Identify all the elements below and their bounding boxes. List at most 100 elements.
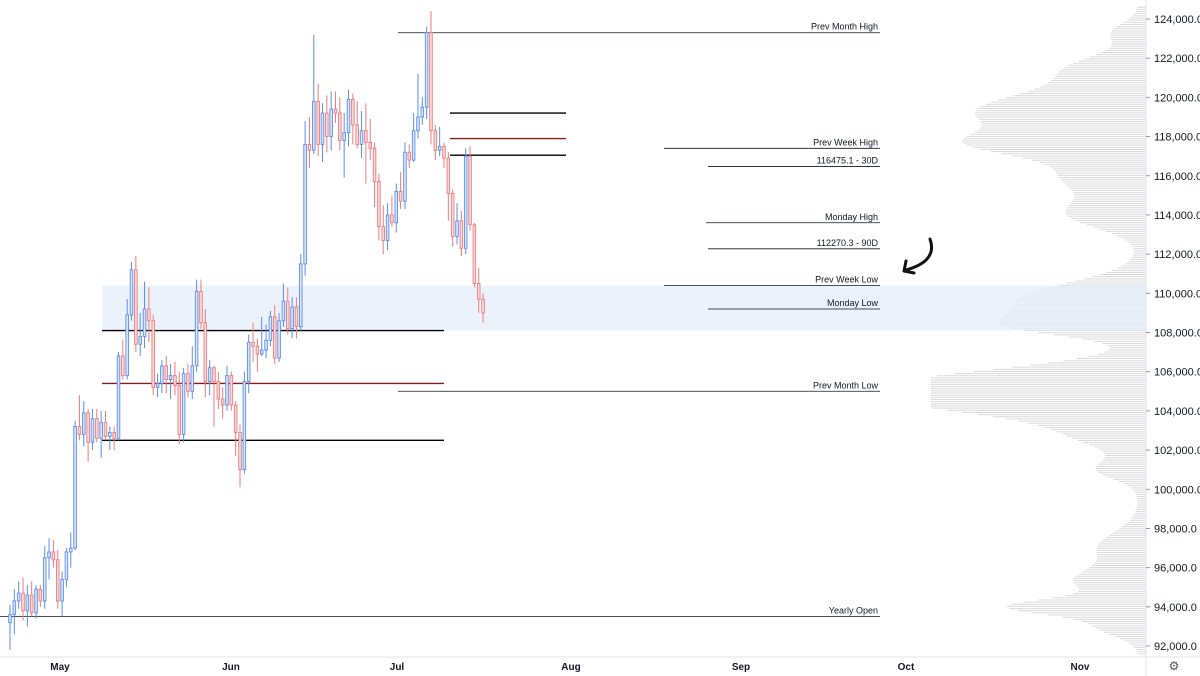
settings-gear-icon[interactable]: ⚙ [1168, 659, 1180, 673]
candle [450, 189, 455, 247]
candle-body [95, 418, 99, 439]
time-tick-label: Oct [898, 662, 915, 673]
candle-body [73, 426, 77, 549]
candle [21, 577, 25, 621]
candle-body [238, 431, 242, 471]
price-tick-label: 116,000.0 [1154, 171, 1200, 183]
candle-body [307, 143, 312, 151]
candle-body [25, 594, 30, 612]
candle-body [390, 214, 394, 224]
level-label: 112270.3 - 90D [817, 238, 879, 248]
candle [437, 126, 442, 157]
candle-body [99, 422, 103, 439]
candle [108, 426, 112, 451]
time-tick-label: Aug [561, 662, 580, 673]
candle-body [229, 375, 234, 406]
candle [390, 195, 394, 227]
candle [442, 142, 446, 168]
candle-body [251, 341, 255, 347]
candle [290, 297, 294, 339]
candle [342, 113, 346, 178]
candles [8, 11, 485, 650]
candle-body [398, 190, 403, 202]
candle-body [108, 431, 112, 437]
price-tick-label: 104,000.0 [1154, 406, 1200, 418]
candle [173, 361, 177, 396]
candle-body [368, 141, 372, 149]
candle [359, 111, 364, 159]
candle [403, 142, 407, 210]
candle [329, 91, 333, 151]
candle [16, 581, 21, 609]
price-tick-label: 112,000.0 [1154, 249, 1200, 261]
candle [368, 118, 372, 161]
time-tick-label: Nov [1071, 662, 1090, 673]
candle [134, 256, 138, 353]
candle [351, 93, 355, 145]
candle [303, 120, 307, 276]
candle-body [476, 283, 481, 300]
candle [338, 97, 342, 151]
candle [95, 408, 99, 443]
candle [346, 89, 351, 147]
candle [385, 203, 390, 251]
candle [25, 585, 30, 627]
level-label: Prev Month High [811, 22, 878, 32]
candle [420, 97, 425, 125]
volume-profile [931, 6, 1146, 655]
price-axis[interactable]: 124,000.0 122,000.0 120,000.0 118,000.0 116,… [1145, 0, 1200, 676]
candle [281, 283, 286, 327]
candle [8, 604, 12, 650]
candle-body [411, 130, 416, 161]
candle [286, 287, 290, 335]
candle-body [424, 32, 429, 108]
candle-body [407, 151, 412, 161]
candle [446, 152, 451, 221]
price-tick-label: 98,000.0 [1154, 523, 1197, 535]
candle [225, 365, 229, 411]
candle [47, 538, 51, 580]
candle [320, 103, 325, 163]
candle [203, 308, 208, 398]
candle-body [346, 98, 351, 134]
candle [424, 26, 429, 119]
candle-body [351, 98, 355, 126]
candle-body [38, 588, 43, 602]
candle [411, 113, 416, 163]
candle-body [77, 426, 82, 435]
price-tick-label: 108,000.0 [1154, 328, 1200, 340]
candle-body [385, 214, 390, 241]
candle-body [82, 412, 86, 435]
candle-body [142, 308, 147, 337]
candle [312, 34, 316, 155]
candle-body [199, 290, 203, 324]
candle [372, 142, 377, 208]
candle [299, 254, 303, 331]
candle-body [433, 130, 438, 151]
time-axis[interactable]: May Jun Jul Aug Sep Oct Nov [0, 656, 1200, 673]
candle-body [286, 300, 290, 330]
candle-body [190, 365, 195, 392]
candle-body [177, 384, 182, 435]
candle-body [455, 220, 459, 237]
candle-body [42, 557, 47, 602]
price-tick-label: 92,000.0 [1154, 641, 1197, 653]
candle [407, 144, 412, 168]
candle [459, 211, 464, 257]
candle-body [299, 263, 303, 328]
candle [55, 549, 60, 609]
candle-body [51, 551, 56, 561]
candle-body [255, 345, 260, 355]
candle [29, 581, 34, 617]
candle [264, 324, 268, 358]
candle [12, 589, 17, 635]
candle-body [173, 375, 177, 386]
candle [472, 222, 477, 288]
candle [186, 363, 190, 398]
price-tick-label: 96,000.0 [1154, 563, 1197, 575]
candle-body [316, 100, 320, 145]
candle [86, 408, 90, 462]
candle [416, 73, 420, 139]
